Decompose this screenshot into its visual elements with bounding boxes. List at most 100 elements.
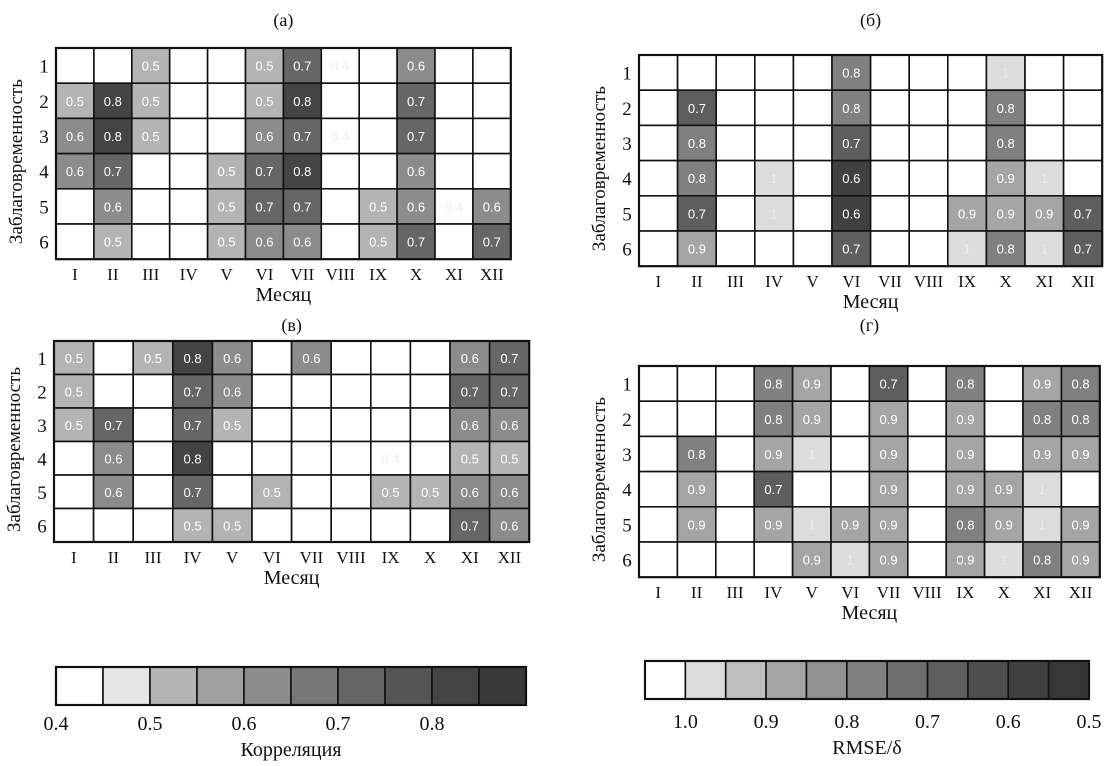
cell-value-label: 0.7 (184, 485, 202, 500)
cell-value-label: 0.7 (184, 418, 202, 433)
heatmap-cell (290, 474, 333, 510)
cell-value-label: 0.7 (407, 235, 425, 250)
cell-value-label: 0.9 (688, 482, 706, 497)
heatmap-cell (638, 435, 679, 473)
cell-value-label: 0.5 (65, 351, 83, 366)
plot-frame (54, 46, 512, 261)
heatmap-cell (472, 152, 512, 190)
heatmap-cell (488, 407, 531, 443)
heatmap-cell (244, 152, 285, 190)
cell-value-label: 0.6 (461, 351, 479, 366)
heatmap-cell (172, 440, 214, 476)
heatmap-cell (330, 407, 372, 443)
heatmap-cell (211, 507, 253, 543)
x-tick-label: VI (263, 548, 281, 567)
x-tick-label: V (226, 548, 239, 567)
heatmap-cell (792, 54, 833, 92)
heatmap-cell (53, 440, 95, 476)
heatmap-cell (320, 82, 360, 120)
heatmap-cell (251, 373, 293, 409)
heatmap-cell (946, 89, 988, 127)
colorbar-tick-label: 0.8 (834, 711, 859, 733)
heatmap-cell (320, 152, 360, 190)
heatmap-cell (131, 223, 171, 261)
heatmap-cell (869, 230, 910, 268)
cell-value-label: 0.9 (956, 553, 974, 568)
y-tick-label: 6 (622, 240, 632, 261)
cell-value-label: 0.9 (764, 447, 782, 462)
cell-value-label: 0.8 (997, 242, 1015, 257)
colorbar-swatch (846, 660, 888, 700)
heatmap-cell (1024, 89, 1065, 127)
heatmap-cell (251, 440, 293, 476)
heatmap-cell (320, 117, 360, 155)
heatmap-cell (676, 195, 717, 232)
heatmap-cell (53, 507, 95, 543)
heatmap-cell (676, 159, 717, 197)
x-tick-label: III (727, 272, 744, 291)
cell-value-label: 0.7 (255, 164, 273, 179)
colorbar-tick-label: 0.5 (138, 713, 163, 735)
x-tick-label: X (1000, 272, 1012, 291)
heatmap-cell (132, 474, 174, 510)
heatmap-cell (869, 89, 910, 127)
cell-value-label: 0.7 (688, 206, 706, 221)
heatmap-cell (206, 117, 247, 155)
colorbar-swatch (765, 660, 808, 700)
cell-value-label: 0.8 (688, 171, 706, 186)
cell-value-label: 0.5 (218, 164, 236, 179)
heatmap-cell (638, 400, 679, 438)
heatmap-cell (753, 89, 795, 127)
x-tick-label: II (107, 265, 119, 284)
cell-value-label: 0.5 (255, 59, 273, 74)
heatmap-cell (320, 223, 360, 261)
cell-value-label: 0.9 (1072, 517, 1090, 532)
heatmap-cell (983, 400, 1024, 438)
heatmap-cell (290, 373, 333, 409)
colorbar-tick-label: 0.6 (232, 713, 257, 735)
x-tick-label: IX (369, 265, 387, 284)
heatmap-cell (869, 159, 910, 197)
heatmap-cell (676, 505, 717, 543)
y-tick-label: 6 (39, 233, 49, 254)
heatmap-cell (715, 89, 756, 127)
heatmap-cell (985, 89, 1026, 127)
y-axis-label: Заблаговременность (589, 86, 610, 251)
heatmap-cell (449, 340, 491, 376)
cell-value-label: 0.9 (995, 482, 1013, 497)
cell-value-label: 0.6 (407, 199, 425, 214)
colorbar-swatch (805, 660, 848, 700)
heatmap-cell (168, 82, 209, 120)
x-tick-label: XII (1069, 583, 1093, 602)
heatmap-cell (251, 407, 293, 443)
heatmap-cell (206, 82, 247, 120)
heatmap-cell (908, 159, 949, 197)
heatmap-cell (753, 470, 794, 508)
x-tick-label: XI (445, 265, 463, 284)
heatmap-cell (1024, 124, 1065, 162)
y-tick-label: 5 (622, 204, 632, 225)
heatmap-cell (676, 400, 717, 438)
colorbar-swatch (384, 666, 433, 706)
heatmap-cell (985, 159, 1026, 197)
panel-title: (г) (860, 315, 879, 336)
cell-value-label: 0.8 (293, 94, 311, 109)
heatmap-cell (1062, 54, 1103, 92)
panel-title: (б) (860, 10, 881, 31)
cell-value-label: 0.4 (445, 199, 463, 214)
y-tick-label: 6 (622, 551, 632, 572)
cell-value-label: 0.7 (688, 101, 706, 116)
heatmap-cell (638, 124, 679, 162)
heatmap-cell (983, 365, 1024, 403)
heatmap-cell (290, 507, 333, 543)
heatmap-cell (906, 470, 947, 508)
colorbar-swatch (478, 666, 527, 706)
cell-value-label: 0.6 (223, 351, 241, 366)
heatmap-cell (714, 400, 755, 438)
x-tick-label: V (220, 265, 233, 284)
y-tick-label: 3 (39, 127, 49, 148)
heatmap-cell (869, 124, 910, 162)
cell-value-label: 0.5 (421, 485, 439, 500)
cell-value-label: 1 (770, 171, 777, 186)
heatmap-cell (488, 340, 531, 376)
